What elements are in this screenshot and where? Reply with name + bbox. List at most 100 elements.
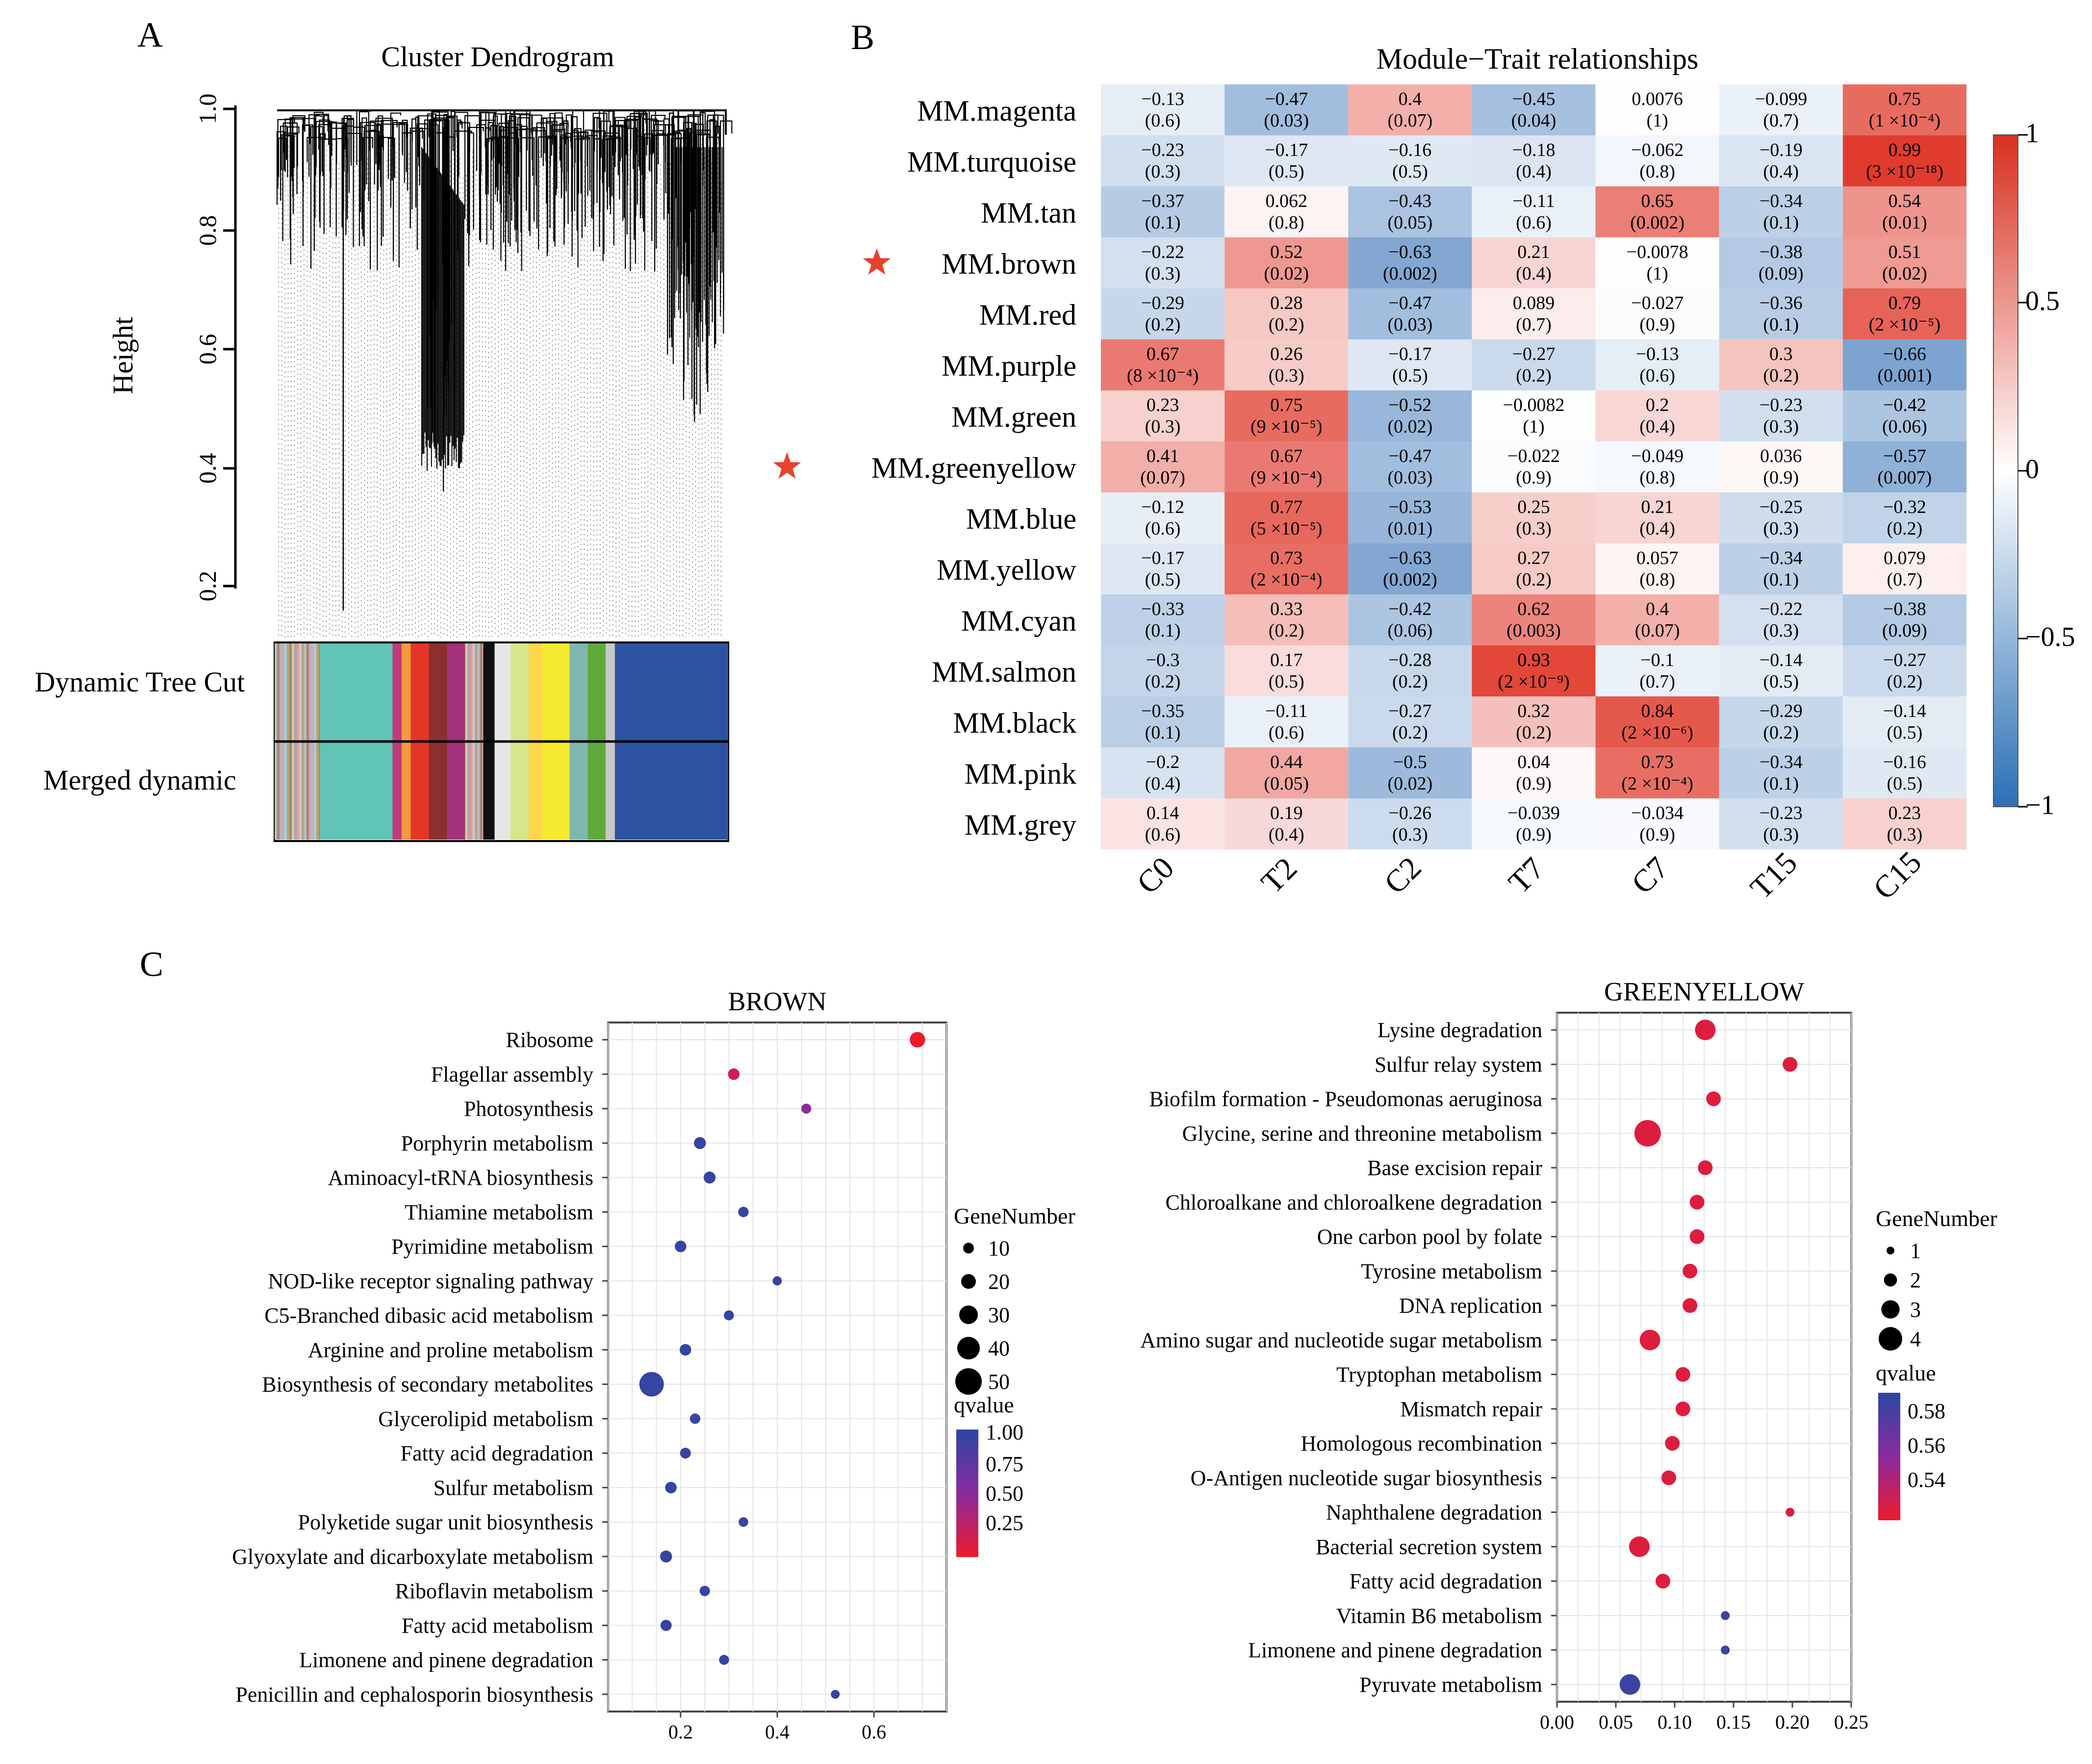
dendrogram-branch <box>362 137 373 237</box>
row-label-mm-black: MM.black <box>953 707 1076 739</box>
heatmap-cell <box>1101 645 1225 696</box>
dendrogram-branch <box>572 110 585 159</box>
dendrogram-branch <box>341 118 352 228</box>
ytick-0-6: 0.6 <box>194 334 235 364</box>
dendrogram-branch <box>603 109 610 183</box>
heatmap-cell <box>1842 747 1966 798</box>
ytick-1-0: 1.0 <box>194 94 235 124</box>
cell-corr-label: 0.23 <box>1888 803 1921 823</box>
cell-pvalue-label: (0.3) <box>1516 518 1552 539</box>
cell-corr-label: 0.036 <box>1760 446 1802 466</box>
cell-pvalue-label: (2 ×10⁻⁴) <box>1621 773 1693 794</box>
cell-pvalue-label: (0.4) <box>1269 824 1304 845</box>
cell-corr-label: −0.17 <box>1265 140 1308 160</box>
dendrogram-branch <box>479 110 497 197</box>
pathway-dot <box>660 1619 672 1631</box>
dendrogram-branch <box>602 135 614 261</box>
heatmap-cell <box>1719 390 1843 441</box>
pathway-label: Porphyrin metabolism <box>401 1131 593 1155</box>
cell-pvalue-label: (0.9) <box>1639 824 1675 845</box>
heatmap-cell <box>1101 288 1225 339</box>
heatmap-cell <box>1719 237 1843 288</box>
cell-corr-label: 0.3 <box>1769 344 1793 364</box>
cell-corr-label: 0.65 <box>1641 191 1674 211</box>
cell-pvalue-label: (0.5) <box>1269 671 1304 692</box>
size-legend-label: 30 <box>988 1303 1010 1327</box>
heatmap-cell <box>1225 594 1349 645</box>
cell-pvalue-label: (0.03) <box>1387 467 1432 488</box>
cell-pvalue-label: (2 ×10⁻⁵) <box>1869 314 1941 335</box>
cell-corr-label: 0.17 <box>1270 650 1303 670</box>
cell-corr-label: −0.11 <box>1265 701 1308 721</box>
cell-corr-label: −0.25 <box>1760 497 1803 517</box>
dendrogram-branch <box>284 118 303 172</box>
col-label-c2: C2 <box>1378 850 1428 900</box>
cell-pvalue-label: (1) <box>1523 416 1544 437</box>
dendrogram-branch <box>507 137 520 178</box>
greenyellow-legend: GeneNumber 1 2 3 4 qvalue 0.58 0.56 0.54 <box>1876 1206 1997 1520</box>
heatmap-cell <box>1595 492 1719 543</box>
cell-corr-label: 0.62 <box>1517 599 1550 619</box>
cell-pvalue-label: (3 ×10⁻¹⁸) <box>1866 161 1943 182</box>
size-legend-label: 50 <box>988 1370 1010 1394</box>
x-tick-label: 0.6 <box>862 1721 886 1743</box>
heatmap-cell <box>1719 186 1843 237</box>
cell-pvalue-label: (0.06) <box>1882 416 1927 437</box>
cell-corr-label: 0.19 <box>1270 803 1303 823</box>
cell-corr-label: −0.47 <box>1388 293 1431 313</box>
cell-pvalue-label: (0.2) <box>1145 314 1181 335</box>
dendrogram-branch <box>458 121 463 177</box>
dendrogram-branch <box>667 133 682 355</box>
heatmap-cell <box>1348 645 1472 696</box>
cell-corr-label: −0.38 <box>1883 599 1926 619</box>
cell-pvalue-label: (0.04) <box>1511 110 1556 131</box>
dendrogram-branch <box>625 119 640 155</box>
cell-corr-label: 0.52 <box>1270 242 1303 262</box>
cell-pvalue-label: (0.1) <box>1145 620 1181 641</box>
heatmap-cell <box>1225 186 1349 237</box>
cell-corr-label: 0.51 <box>1888 242 1921 262</box>
panel-letter-b: B <box>851 18 874 57</box>
size-legend-dot <box>955 1368 982 1395</box>
col-label-t15: T15 <box>1743 845 1804 905</box>
heatmap-cell <box>1472 594 1596 645</box>
pathway-dot <box>719 1655 729 1665</box>
cell-corr-label: 0.84 <box>1641 701 1674 721</box>
heatmap-cell <box>1101 492 1225 543</box>
dendrogram-title: Cluster Dendrogram <box>381 41 614 73</box>
dendrogram-branch <box>610 125 623 214</box>
heatmap-cell <box>1719 84 1843 135</box>
cell-pvalue-label: (0.5) <box>1392 161 1428 182</box>
cell-corr-label: −0.34 <box>1760 548 1803 568</box>
cell-corr-label: 0.41 <box>1147 446 1179 466</box>
dendrogram-branch <box>644 133 654 271</box>
dendrogram-branch <box>520 137 535 222</box>
cell-corr-label: −0.22 <box>1760 599 1803 619</box>
pathway-label: Glycerolipid metabolism <box>378 1407 593 1431</box>
cell-pvalue-label: (0.1) <box>1763 569 1799 590</box>
cell-pvalue-label: (9 ×10⁻⁴) <box>1250 467 1323 488</box>
cell-corr-label: 0.77 <box>1270 497 1303 517</box>
dendrogram-branch <box>699 110 715 414</box>
brown-dotplot: BROWN Ribosome Flagellar assembly Photosynt… <box>232 987 947 1743</box>
cell-corr-label: −0.52 <box>1388 395 1431 415</box>
cell-pvalue-label: (0.4) <box>1639 416 1675 437</box>
dendrogram-branch <box>375 118 393 164</box>
cell-pvalue-label: (5 ×10⁻⁵) <box>1250 518 1323 539</box>
heatmap-cell <box>1595 288 1719 339</box>
cell-corr-label: −0.22 <box>1141 242 1184 262</box>
cell-pvalue-label: (0.02) <box>1387 416 1432 437</box>
cell-pvalue-label: (0.6) <box>1269 722 1304 743</box>
row-label-mm-red: MM.red <box>979 299 1076 331</box>
heatmap-cell <box>1472 645 1596 696</box>
size-legend-dot <box>959 1305 978 1324</box>
dendrogram-branch <box>458 122 470 251</box>
heatmap-cell <box>1595 237 1719 288</box>
heatmap-cell <box>1842 84 1966 135</box>
pathway-dot <box>1721 1611 1730 1620</box>
cell-corr-label: −0.29 <box>1760 701 1803 721</box>
cell-corr-label: −0.039 <box>1507 803 1560 823</box>
cell-pvalue-label: (0.5) <box>1763 671 1799 692</box>
size-legend-label: 20 <box>988 1270 1010 1294</box>
dendrogram-branch <box>669 112 674 338</box>
